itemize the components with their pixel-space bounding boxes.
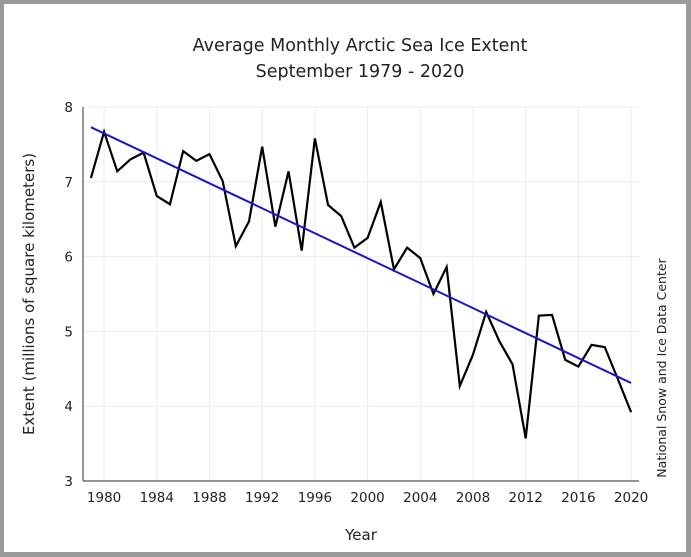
y-tick-label: 7: [64, 175, 73, 191]
x-tick-label: 1980: [87, 490, 121, 506]
x-tick-label: 1988: [192, 490, 226, 506]
chart-title: Average Monthly Arctic Sea Ice Extent: [193, 36, 528, 56]
credit-text: National Snow and Ice Data Center: [654, 257, 669, 477]
series-layer: [89, 126, 633, 439]
x-tick-labels: 1980 1984 1988 1992 1996 2000 2004 2008 2012 2016…: [87, 490, 648, 506]
axes: [82, 107, 639, 482]
extent-line: [89, 127, 633, 439]
y-tick-label: 6: [64, 250, 73, 266]
x-tick-label: 2020: [614, 490, 648, 506]
grid: [83, 106, 639, 481]
y-tick-labels: 3 4 5 6 7 8: [64, 100, 73, 490]
x-tick-label: 2000: [350, 490, 384, 506]
y-tick-label: 3: [64, 474, 73, 490]
x-tick-label: 1984: [140, 490, 174, 506]
x-tick-label: 2004: [403, 490, 437, 506]
y-tick-label: 5: [64, 324, 73, 340]
x-tick-label: 1992: [245, 490, 279, 506]
y-tick-label: 8: [64, 100, 73, 116]
x-tick-label: 2008: [456, 490, 490, 506]
chart-frame: [4, 4, 686, 552]
y-axis-label: Extent (millions of square kilometers): [20, 153, 38, 435]
x-axis-label: Year: [344, 526, 378, 544]
x-tick-label: 2016: [561, 490, 595, 506]
y-tick-label: 4: [64, 399, 73, 415]
chart-subtitle: September 1979 - 2020: [256, 62, 465, 82]
x-tick-label: 2012: [509, 490, 543, 506]
trend-line: [90, 126, 632, 384]
x-tick-label: 1996: [298, 490, 332, 506]
